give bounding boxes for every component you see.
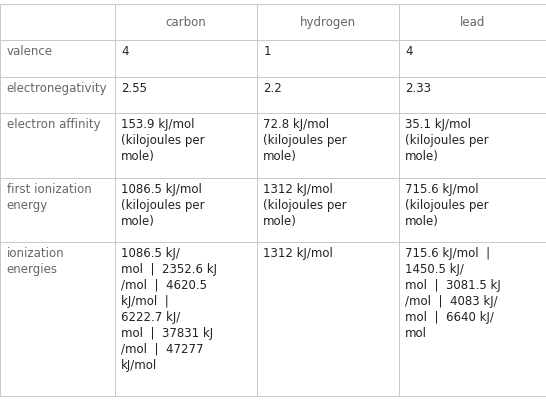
Text: first ionization
energy: first ionization energy bbox=[7, 182, 91, 212]
Text: 35.1 kJ/mol
(kilojoules per
mole): 35.1 kJ/mol (kilojoules per mole) bbox=[405, 118, 489, 163]
Text: 72.8 kJ/mol
(kilojoules per
mole): 72.8 kJ/mol (kilojoules per mole) bbox=[263, 118, 347, 163]
Text: hydrogen: hydrogen bbox=[300, 16, 355, 28]
Text: 1312 kJ/mol: 1312 kJ/mol bbox=[263, 247, 333, 260]
Text: 1086.5 kJ/mol
(kilojoules per
mole): 1086.5 kJ/mol (kilojoules per mole) bbox=[121, 182, 205, 228]
Text: ionization
energies: ionization energies bbox=[7, 247, 64, 276]
Text: electronegativity: electronegativity bbox=[7, 82, 107, 94]
Text: 715.6 kJ/mol  |
1450.5 kJ/
mol  |  3081.5 kJ
/mol  |  4083 kJ/
mol  |  6640 kJ/
: 715.6 kJ/mol | 1450.5 kJ/ mol | 3081.5 k… bbox=[405, 247, 501, 340]
Text: 4: 4 bbox=[405, 45, 413, 58]
Text: 153.9 kJ/mol
(kilojoules per
mole): 153.9 kJ/mol (kilojoules per mole) bbox=[121, 118, 205, 163]
Text: 2.2: 2.2 bbox=[263, 82, 282, 94]
Text: 4: 4 bbox=[121, 45, 129, 58]
Text: 2.55: 2.55 bbox=[121, 82, 147, 94]
Text: 2.33: 2.33 bbox=[405, 82, 431, 94]
Text: 1086.5 kJ/
mol  |  2352.6 kJ
/mol  |  4620.5
kJ/mol  |
6222.7 kJ/
mol  |  37831 : 1086.5 kJ/ mol | 2352.6 kJ /mol | 4620.5… bbox=[121, 247, 217, 372]
Text: electron affinity: electron affinity bbox=[7, 118, 100, 131]
Text: carbon: carbon bbox=[165, 16, 206, 28]
Text: lead: lead bbox=[460, 16, 485, 28]
Text: valence: valence bbox=[7, 45, 52, 58]
Text: 1312 kJ/mol
(kilojoules per
mole): 1312 kJ/mol (kilojoules per mole) bbox=[263, 182, 347, 228]
Text: 715.6 kJ/mol
(kilojoules per
mole): 715.6 kJ/mol (kilojoules per mole) bbox=[405, 182, 489, 228]
Text: 1: 1 bbox=[263, 45, 271, 58]
